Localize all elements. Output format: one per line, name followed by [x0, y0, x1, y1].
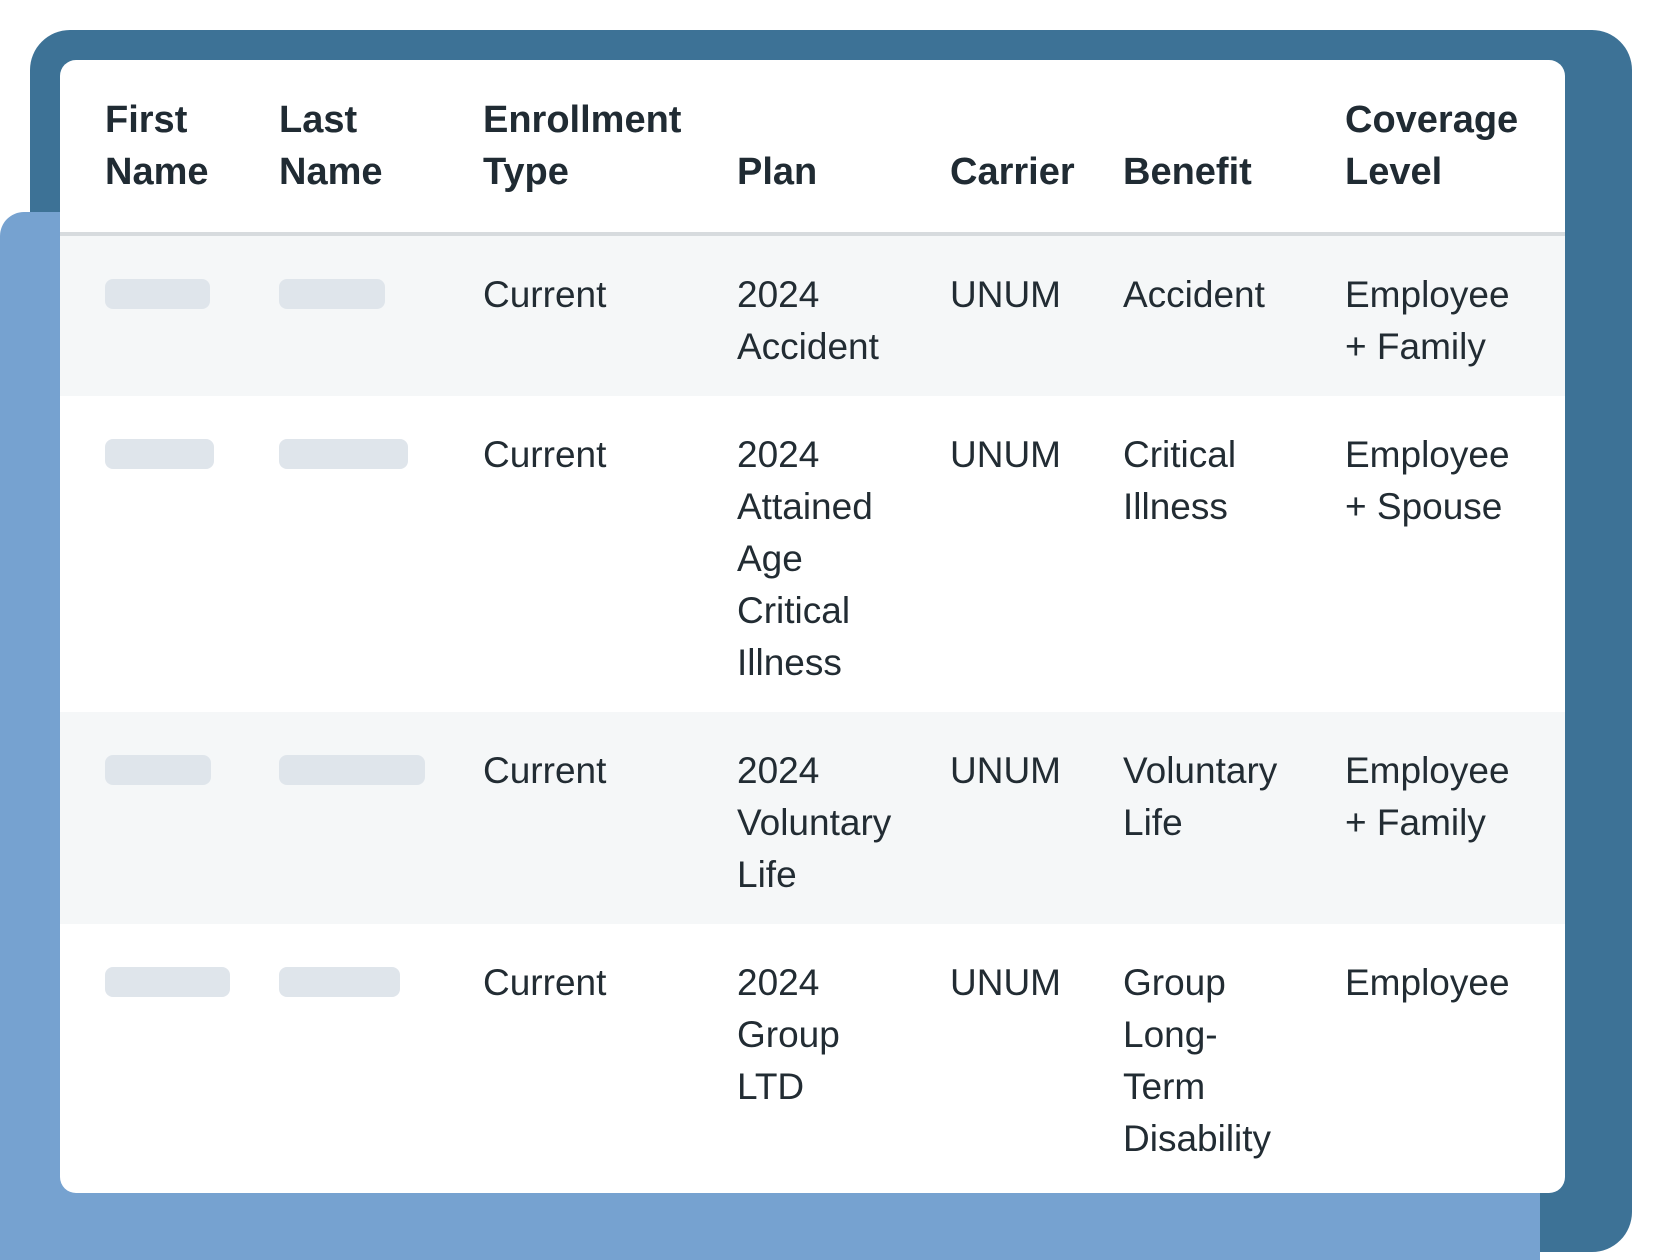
cell-plan: 2024 Voluntary Life [737, 750, 892, 895]
table-header-row: First Name Last Name Enrollment Type Pla… [60, 60, 1565, 232]
cell-carrier: UNUM [950, 750, 1061, 791]
cell-benefit: Group Long- Term Disability [1123, 962, 1272, 1159]
column-header-first-name: First Name [105, 99, 209, 193]
cell-enrollment-type: Current [483, 434, 607, 475]
cell-enrollment-type: Current [483, 750, 607, 791]
column-header-benefit: Benefit [1123, 151, 1252, 193]
column-header-plan: Plan [737, 151, 818, 193]
cell-coverage-level: Employee + Family [1345, 274, 1510, 367]
cell-enrollment-type: Current [483, 274, 607, 315]
cell-last-name [279, 269, 483, 373]
redacted-name-placeholder [279, 755, 425, 785]
cell-carrier: UNUM [950, 434, 1061, 475]
column-header-enrollment-type: Enrollment Type [483, 99, 682, 193]
redacted-name-placeholder [105, 439, 214, 469]
redacted-name-placeholder [279, 439, 408, 469]
cell-first-name [105, 429, 279, 689]
cell-last-name [279, 957, 483, 1165]
table-row: Current 2024 Attained Age Critical Illnes… [60, 396, 1565, 712]
cell-first-name [105, 957, 279, 1165]
cell-carrier: UNUM [950, 962, 1061, 1003]
cell-benefit: Critical Illness [1123, 434, 1237, 527]
cell-coverage-level: Employee + Spouse [1345, 434, 1510, 527]
cell-last-name [279, 745, 483, 901]
cell-last-name [279, 429, 483, 689]
redacted-name-placeholder [279, 967, 400, 997]
table-row: Current 2024 Accident UNUM Accident Employee… [60, 236, 1565, 396]
cell-plan: 2024 Accident [737, 274, 879, 367]
cell-benefit: Accident [1123, 274, 1265, 315]
table-row: Current 2024 Voluntary Life UNUM Voluntary … [60, 712, 1565, 924]
cell-plan: 2024 Group LTD [737, 962, 840, 1107]
table-body: Current 2024 Accident UNUM Accident Employee… [60, 236, 1565, 1188]
redacted-name-placeholder [279, 279, 385, 309]
column-header-carrier: Carrier [950, 151, 1075, 193]
cell-coverage-level: Employee + Family [1345, 750, 1510, 843]
enrollment-table-card: First Name Last Name Enrollment Type Pla… [60, 60, 1565, 1193]
cell-first-name [105, 745, 279, 901]
cell-coverage-level: Employee [1345, 962, 1510, 1003]
cell-enrollment-type: Current [483, 962, 607, 1003]
cell-carrier: UNUM [950, 274, 1061, 315]
column-header-last-name: Last Name [279, 99, 383, 193]
redacted-name-placeholder [105, 755, 211, 785]
cell-benefit: Voluntary Life [1123, 750, 1278, 843]
table-row: Current 2024 Group LTD UNUM Group Long- Ter… [60, 924, 1565, 1188]
cell-plan: 2024 Attained Age Critical Illness [737, 434, 873, 683]
header-divider [60, 232, 1565, 236]
redacted-name-placeholder [105, 967, 230, 997]
redacted-name-placeholder [105, 279, 210, 309]
cell-first-name [105, 269, 279, 373]
column-header-coverage-level: Coverage Level [1345, 99, 1519, 193]
